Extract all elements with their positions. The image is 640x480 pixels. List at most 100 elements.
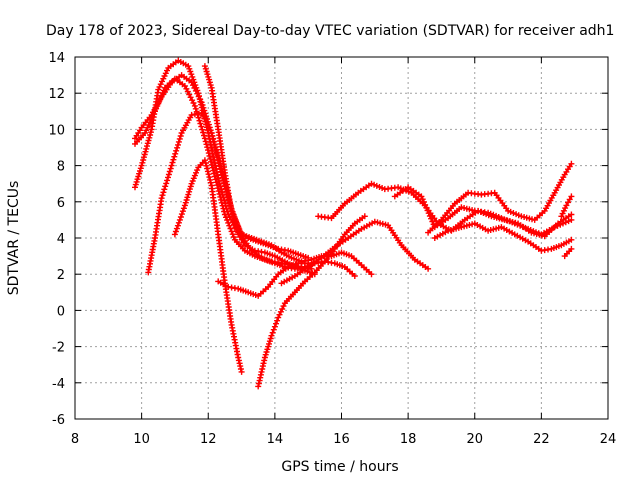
data-point <box>204 168 211 175</box>
data-point <box>228 228 235 235</box>
x-axis: 8 10 12 14 16 18 20 22 24 <box>71 57 616 447</box>
data-point <box>146 134 153 141</box>
series-pass-8 <box>255 213 368 390</box>
x-axis-label: GPS time / hours <box>281 459 398 475</box>
data-point <box>228 207 235 214</box>
y-tick-label: 12 <box>48 87 65 102</box>
data-point <box>305 254 312 261</box>
data-point <box>159 192 166 199</box>
data-point <box>191 172 198 179</box>
data-point <box>231 219 238 226</box>
y-tick-label: 6 <box>57 196 65 211</box>
y-tick-label: -2 <box>52 341 65 356</box>
data-point <box>422 201 429 208</box>
data-point <box>206 153 213 159</box>
data-point <box>207 142 214 149</box>
data-point <box>172 228 179 235</box>
x-tick-label: 12 <box>200 432 217 447</box>
data-point <box>186 186 193 193</box>
series-line <box>563 247 573 258</box>
data-point <box>420 199 427 205</box>
data-point <box>233 225 240 232</box>
series-pass-3 <box>132 57 312 261</box>
data-point <box>144 143 150 150</box>
data-point <box>190 76 197 83</box>
series-pass-14 <box>561 245 575 260</box>
data-point <box>201 157 208 164</box>
data-point <box>179 208 186 215</box>
x-tick-label: 14 <box>267 432 284 447</box>
data-point <box>230 234 237 240</box>
data-point <box>160 189 167 196</box>
data-point <box>429 218 436 225</box>
data-point <box>202 138 209 145</box>
data-point <box>191 79 198 86</box>
data-point <box>162 70 169 77</box>
series-line <box>257 215 366 388</box>
x-tick-label: 18 <box>400 432 417 447</box>
x-tick-label: 8 <box>71 432 79 447</box>
data-point <box>565 218 572 225</box>
data-point <box>188 71 195 78</box>
y-axis: -6 -4 -2 0 2 4 6 8 10 12 14 <box>48 51 608 428</box>
data-point <box>213 146 220 153</box>
data-point <box>158 195 165 202</box>
y-tick-label: 0 <box>57 304 65 319</box>
data-point <box>201 63 208 70</box>
chart-title: Day 178 of 2023, Sidereal Day-to-day VTE… <box>46 23 614 39</box>
x-tick-label: 10 <box>133 432 150 447</box>
data-point <box>147 132 154 138</box>
data-point <box>238 368 245 375</box>
data-point <box>206 79 213 86</box>
data-point <box>194 167 201 174</box>
data-point <box>192 82 199 89</box>
data-point <box>419 196 426 203</box>
data-point <box>568 216 575 223</box>
data-point <box>196 117 203 124</box>
data-point <box>229 210 236 217</box>
data-point <box>164 177 171 184</box>
series-pass-7 <box>215 260 312 299</box>
data-point <box>175 219 182 226</box>
data-point <box>185 191 192 198</box>
data-series <box>132 57 575 390</box>
data-point <box>215 175 222 182</box>
data-point <box>232 222 239 229</box>
data-point <box>180 205 187 212</box>
data-point <box>207 179 214 186</box>
data-point <box>261 354 268 361</box>
data-point <box>171 153 178 160</box>
data-point <box>204 165 211 172</box>
data-point <box>271 323 278 330</box>
data-point <box>560 220 566 227</box>
data-point <box>234 228 241 235</box>
data-point <box>199 107 206 114</box>
data-point <box>177 214 184 220</box>
data-point <box>424 207 431 214</box>
data-point <box>185 63 192 70</box>
series-line <box>173 159 243 373</box>
data-point <box>205 147 211 154</box>
data-point <box>163 180 170 187</box>
data-point <box>267 335 274 342</box>
data-point <box>554 222 561 229</box>
data-point <box>176 216 183 223</box>
series-pass-15 <box>558 193 575 220</box>
data-point <box>169 159 176 166</box>
data-point <box>423 204 430 211</box>
data-point <box>203 162 210 169</box>
series-pass-13 <box>431 220 575 254</box>
data-point <box>237 366 244 372</box>
data-point <box>200 129 207 136</box>
data-point <box>562 219 569 226</box>
data-point <box>197 120 204 127</box>
data-point <box>191 102 198 109</box>
data-point <box>269 329 276 336</box>
y-tick-label: -4 <box>52 377 65 392</box>
data-point <box>147 129 154 136</box>
data-point <box>210 135 217 142</box>
data-point <box>204 144 211 151</box>
data-point <box>207 82 214 89</box>
data-point <box>176 135 183 142</box>
